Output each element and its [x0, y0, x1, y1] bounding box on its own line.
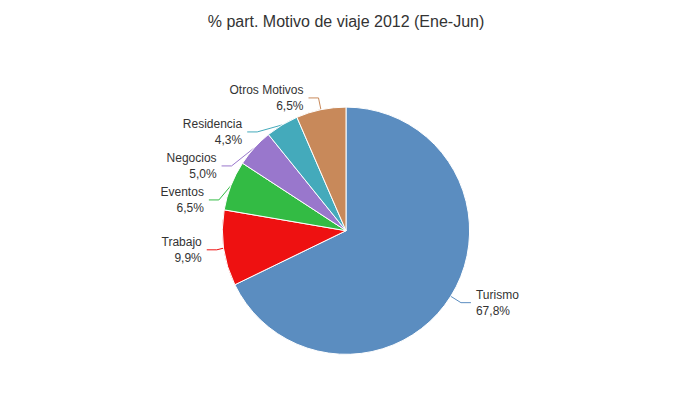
svg-text:Eventos: Eventos	[161, 185, 204, 199]
svg-text:5,0%: 5,0%	[189, 167, 217, 181]
svg-text:6,5%: 6,5%	[276, 99, 304, 113]
svg-text:Turismo: Turismo	[476, 288, 519, 302]
svg-text:Otros Motivos: Otros Motivos	[229, 83, 303, 97]
svg-text:6,5%: 6,5%	[177, 201, 205, 215]
svg-text:67,8%: 67,8%	[476, 304, 510, 318]
svg-text:4,3%: 4,3%	[215, 133, 243, 147]
svg-text:Negocios: Negocios	[167, 151, 217, 165]
svg-text:9,9%: 9,9%	[174, 251, 202, 265]
svg-text:Trabajo: Trabajo	[162, 235, 203, 249]
svg-text:Residencia: Residencia	[183, 117, 243, 131]
svg-text:% part. Motivo de viaje 2012 (: % part. Motivo de viaje 2012 (Ene-Jun)	[208, 13, 485, 30]
